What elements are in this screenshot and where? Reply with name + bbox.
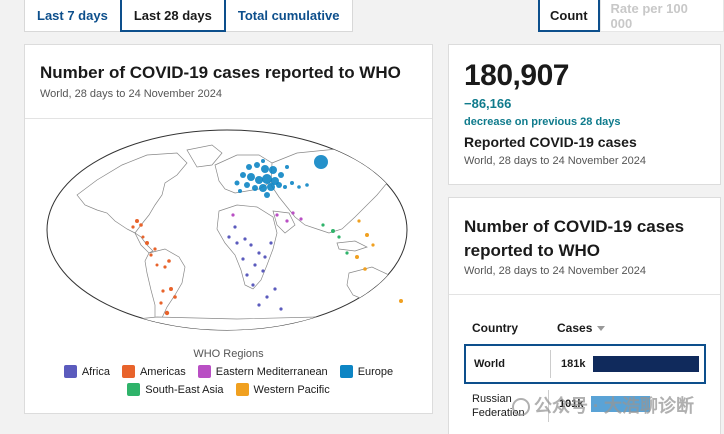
- tab-total-cumulative[interactable]: Total cumulative: [224, 0, 353, 32]
- stat-subtitle: World, 28 days to 24 November 2024: [464, 155, 647, 167]
- legend-row-1: Africa Americas Eastern Mediterranean Eu…: [25, 365, 432, 378]
- map-card-divider: [25, 118, 432, 119]
- legend-label-western-pacific: Western Pacific: [253, 383, 330, 396]
- legend-label-africa: Africa: [81, 365, 110, 378]
- case-change-label: decrease on previous 28 days: [464, 116, 621, 128]
- table-row-russian-federation[interactable]: Russian Federation 101k: [464, 386, 706, 426]
- legend-item-western-pacific[interactable]: Western Pacific: [235, 383, 330, 396]
- legend-label-eastern-mediterranean: Eastern Mediterranean: [215, 365, 328, 378]
- legend-item-americas[interactable]: Americas: [121, 365, 186, 378]
- antarctica-shape: [76, 316, 398, 330]
- stat-label: Reported COVID-19 cases: [464, 134, 637, 150]
- table-card-subtitle: World, 28 days to 24 November 2024: [464, 265, 647, 277]
- central-america-shape: [134, 231, 154, 254]
- tab-last-28-days[interactable]: Last 28 days: [119, 0, 226, 32]
- case-change-value: −86,166: [464, 96, 512, 111]
- indonesia-shape: [336, 240, 368, 252]
- row-divider: [548, 390, 549, 422]
- western-pacific-swatch: [235, 383, 249, 396]
- country-table-card: Number of COVID-19 cases reported to WHO…: [448, 197, 721, 434]
- row-value: 101k: [559, 398, 584, 410]
- bubbles: [131, 155, 403, 316]
- country-column-header[interactable]: Country: [472, 321, 518, 335]
- south-east-asia-bubbles[interactable]: [321, 223, 349, 255]
- europe-swatch: [339, 365, 353, 378]
- africa-shape: [216, 204, 278, 290]
- tab-last-7-days[interactable]: Last 7 days: [24, 0, 121, 32]
- row-value: 181k: [561, 358, 586, 370]
- arabia-shape: [272, 210, 296, 234]
- rate-toggle-button[interactable]: Rate per 100 000: [599, 0, 724, 32]
- africa-bubbles[interactable]: [227, 225, 283, 311]
- eastern-mediterranean-bubbles[interactable]: [231, 211, 303, 223]
- western-pacific-bubbles[interactable]: [355, 219, 403, 303]
- row-bar: [591, 396, 650, 412]
- legend-label-south-east-asia: South-East Asia: [145, 383, 224, 396]
- legend-label-americas: Americas: [139, 365, 186, 378]
- europe-bubbles[interactable]: [234, 155, 329, 198]
- greenland-shape: [186, 144, 223, 168]
- map-card: Number of COVID-19 cases reported to WHO…: [24, 44, 433, 414]
- table-row-world[interactable]: World 181k: [464, 344, 706, 384]
- legend-title: WHO Regions: [193, 348, 264, 360]
- world-bubble-map[interactable]: [37, 125, 421, 340]
- eastern-mediterranean-swatch: [197, 365, 211, 378]
- time-range-tabs: Last 7 days Last 28 days Total cumulativ…: [24, 0, 353, 32]
- summary-stat-card: 180,907 −86,166 decrease on previous 28 …: [448, 44, 721, 185]
- legend-label-europe: Europe: [357, 365, 394, 378]
- row-divider: [550, 350, 551, 378]
- sort-down-icon[interactable]: [597, 326, 606, 332]
- count-toggle-button[interactable]: Count: [538, 0, 600, 32]
- legend-item-africa[interactable]: Africa: [63, 365, 110, 378]
- row-country: Russian Federation: [472, 393, 525, 419]
- cases-column-header[interactable]: Cases: [557, 321, 606, 335]
- case-count-value: 180,907: [464, 59, 569, 92]
- metric-toggle: Count Rate per 100 000: [538, 0, 724, 32]
- south-america-shape: [144, 248, 186, 324]
- americas-swatch: [121, 365, 135, 378]
- cases-column-label: Cases: [557, 321, 593, 335]
- americas-bubbles[interactable]: [131, 219, 177, 316]
- legend-row-2: South-East Asia Western Pacific: [25, 383, 432, 396]
- row-bar: [593, 356, 699, 372]
- map-card-title: Number of COVID-19 cases reported to WHO: [40, 63, 401, 82]
- africa-swatch: [63, 365, 77, 378]
- row-country: World: [474, 358, 505, 370]
- legend-item-south-east-asia[interactable]: South-East Asia: [127, 383, 224, 396]
- legend-item-eastern-mediterranean[interactable]: Eastern Mediterranean: [197, 365, 328, 378]
- table-card-title: Number of COVID-19 cases reported to WHO: [464, 217, 685, 260]
- legend-item-europe[interactable]: Europe: [339, 365, 394, 378]
- north-america-shape: [76, 152, 188, 234]
- map-card-subtitle: World, 28 days to 24 November 2024: [40, 88, 223, 100]
- bubble-russian-federation: [314, 155, 328, 169]
- south-east-asia-swatch: [127, 383, 141, 396]
- table-card-divider: [449, 294, 720, 295]
